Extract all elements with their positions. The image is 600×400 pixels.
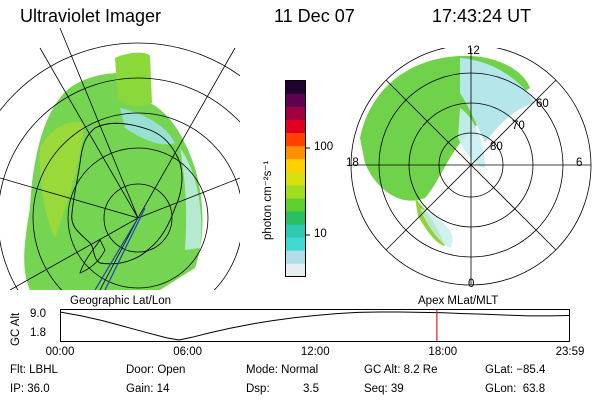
xtick-label: 23:59 — [555, 346, 585, 358]
colorbar-segment — [285, 93, 306, 107]
colorbar-unit-label: photon cm⁻²s⁻¹ — [262, 160, 274, 240]
auroral-polar-cap — [458, 108, 485, 168]
colorbar-segment — [285, 145, 306, 160]
colorbar-segment — [285, 237, 306, 251]
chart-ylabel: GC Alt — [10, 312, 22, 346]
auroral-patch-west — [39, 121, 85, 238]
ytick-min: 1.8 — [30, 327, 46, 339]
colorbar-segment — [285, 185, 306, 199]
colorbar-segment — [285, 224, 306, 238]
mlat-label-80: 80 — [490, 141, 503, 153]
filter-status: Flt: LBHL — [10, 364, 58, 376]
xtick-label: 18:00 — [428, 346, 458, 358]
colorbar-segment — [285, 198, 306, 212]
date-label: 11 Dec 07 — [274, 6, 355, 26]
peninsula-outline — [79, 239, 106, 274]
geographic-map — [0, 28, 240, 290]
colorbar-segment — [285, 158, 306, 173]
door-status: Door: Open — [126, 364, 186, 376]
xtick-label: 06:00 — [173, 346, 202, 358]
terminator-line — [94, 217, 139, 290]
gain-status: Gain: 14 — [126, 383, 170, 395]
mlt-label-12: 12 — [467, 45, 480, 57]
altitude-chart — [60, 309, 571, 342]
gc-alt-status: GC Alt: 8.2 Re — [364, 364, 438, 376]
ip-status: IP: 36.0 — [10, 383, 50, 395]
ytick-max: 9.0 — [30, 308, 46, 320]
colorbar-segment — [285, 171, 306, 186]
colorbar-segment — [285, 263, 306, 277]
mlt-label-6: 6 — [576, 157, 583, 169]
mlat-label-70: 70 — [512, 120, 525, 132]
auroral-patch-north — [115, 52, 152, 106]
xtick-label: 12:00 — [300, 346, 330, 358]
colorbar-segment — [285, 250, 306, 264]
colorbar-tick-label-10: 10 — [314, 228, 327, 240]
mlt-label-0: 0 — [468, 278, 475, 290]
continent-outline — [71, 122, 183, 265]
auroral-patch-cyan — [120, 108, 175, 145]
mlat-grid — [350, 48, 592, 286]
auroral-patch-edge — [180, 148, 202, 250]
glat-status: GLat: −85.4 — [485, 364, 546, 376]
lat-lon-grid — [0, 28, 240, 290]
altitude-series-line — [60, 311, 571, 341]
colorbar — [285, 80, 310, 277]
colorbar-tick-label-100: 100 — [314, 141, 334, 153]
auroral-oval-cyan — [460, 58, 535, 143]
xtick-label: 00:00 — [45, 346, 75, 358]
terminator-line-2 — [104, 207, 146, 290]
apex-polar-map — [350, 48, 592, 286]
time-label: 17:43:24 UT — [432, 6, 532, 26]
glon-status: GLon: 63.8 — [485, 383, 546, 395]
right-map-caption: Apex MLat/MLT — [418, 295, 499, 307]
colorbar-segment — [285, 132, 306, 147]
mlat-label-60: 60 — [536, 98, 549, 110]
auroral-arc-edge — [420, 208, 453, 248]
chart-frame — [60, 309, 570, 342]
colorbar-segment — [285, 119, 306, 134]
seq-status: Seq: 39 — [364, 383, 404, 395]
instrument-title: Ultraviolet Imager — [20, 6, 162, 26]
dsp-label: Dsp: — [246, 383, 270, 395]
colorbar-segment — [285, 106, 306, 120]
colorbar-segment — [285, 211, 306, 225]
mode-status: Mode: Normal — [246, 364, 319, 376]
left-map-caption: Geographic Lat/Lon — [70, 295, 172, 307]
colorbar-frame — [285, 80, 306, 277]
mlt-label-18: 18 — [346, 157, 359, 169]
colorbar-segment — [285, 80, 306, 94]
dsp-value: 3.5 — [303, 383, 319, 395]
